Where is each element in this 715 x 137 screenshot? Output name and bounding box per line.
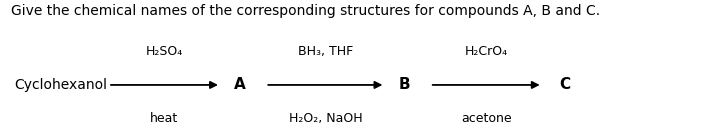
Text: H₂O₂, NaOH: H₂O₂, NaOH	[289, 112, 362, 125]
Text: Cyclohexanol: Cyclohexanol	[14, 78, 107, 92]
Text: B: B	[398, 77, 410, 92]
Text: Give the chemical names of the corresponding structures for compounds A, B and C: Give the chemical names of the correspon…	[11, 4, 600, 18]
Text: A: A	[234, 77, 245, 92]
Text: acetone: acetone	[461, 112, 511, 125]
Text: BH₃, THF: BH₃, THF	[297, 45, 353, 58]
Text: H₂CrO₄: H₂CrO₄	[465, 45, 508, 58]
Text: H₂SO₄: H₂SO₄	[146, 45, 183, 58]
Text: heat: heat	[150, 112, 179, 125]
Text: C: C	[559, 77, 571, 92]
